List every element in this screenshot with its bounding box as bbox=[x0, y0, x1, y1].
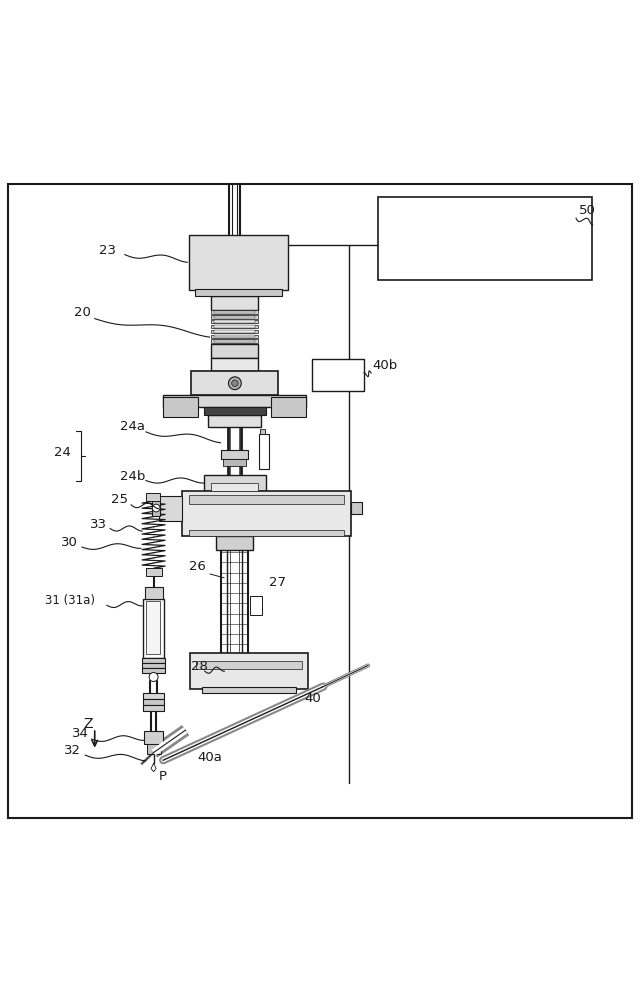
FancyBboxPatch shape bbox=[211, 345, 258, 359]
FancyBboxPatch shape bbox=[211, 483, 258, 491]
FancyBboxPatch shape bbox=[214, 312, 255, 314]
FancyBboxPatch shape bbox=[142, 668, 165, 673]
FancyBboxPatch shape bbox=[204, 476, 266, 491]
Circle shape bbox=[232, 381, 238, 387]
FancyBboxPatch shape bbox=[163, 396, 306, 407]
FancyBboxPatch shape bbox=[214, 326, 255, 328]
FancyBboxPatch shape bbox=[143, 700, 164, 705]
FancyBboxPatch shape bbox=[221, 450, 248, 460]
Text: 25: 25 bbox=[111, 492, 128, 506]
FancyBboxPatch shape bbox=[8, 185, 632, 818]
FancyBboxPatch shape bbox=[143, 693, 164, 700]
FancyBboxPatch shape bbox=[189, 495, 344, 505]
Text: 24a: 24a bbox=[120, 420, 145, 433]
FancyBboxPatch shape bbox=[211, 335, 258, 339]
FancyBboxPatch shape bbox=[211, 340, 258, 343]
FancyBboxPatch shape bbox=[216, 537, 253, 551]
FancyBboxPatch shape bbox=[189, 236, 288, 291]
Text: Z: Z bbox=[83, 716, 93, 730]
FancyBboxPatch shape bbox=[147, 744, 161, 754]
FancyBboxPatch shape bbox=[250, 596, 262, 615]
Text: 40: 40 bbox=[304, 691, 321, 704]
Text: 28: 28 bbox=[191, 659, 207, 672]
FancyBboxPatch shape bbox=[208, 415, 261, 428]
FancyBboxPatch shape bbox=[190, 654, 308, 689]
Text: 34: 34 bbox=[72, 726, 88, 739]
Text: 40b: 40b bbox=[372, 358, 397, 371]
FancyBboxPatch shape bbox=[259, 434, 269, 469]
FancyBboxPatch shape bbox=[163, 398, 198, 417]
Text: 27: 27 bbox=[269, 576, 286, 589]
FancyBboxPatch shape bbox=[271, 398, 306, 417]
Circle shape bbox=[228, 377, 241, 390]
FancyBboxPatch shape bbox=[146, 493, 160, 502]
FancyBboxPatch shape bbox=[144, 731, 163, 744]
FancyBboxPatch shape bbox=[223, 460, 246, 466]
FancyBboxPatch shape bbox=[211, 359, 258, 372]
Text: 50: 50 bbox=[579, 204, 596, 217]
FancyBboxPatch shape bbox=[214, 340, 255, 343]
FancyBboxPatch shape bbox=[312, 359, 364, 391]
FancyBboxPatch shape bbox=[211, 316, 258, 319]
FancyBboxPatch shape bbox=[211, 330, 258, 334]
Text: 24b: 24b bbox=[120, 469, 146, 482]
FancyBboxPatch shape bbox=[211, 311, 258, 314]
FancyBboxPatch shape bbox=[214, 321, 255, 324]
FancyBboxPatch shape bbox=[260, 430, 265, 434]
FancyBboxPatch shape bbox=[211, 297, 258, 311]
FancyBboxPatch shape bbox=[196, 661, 302, 669]
Circle shape bbox=[149, 673, 158, 682]
FancyBboxPatch shape bbox=[142, 663, 165, 668]
FancyBboxPatch shape bbox=[378, 198, 592, 281]
Text: 31 (31a): 31 (31a) bbox=[45, 594, 95, 607]
FancyBboxPatch shape bbox=[204, 407, 266, 415]
Text: 20: 20 bbox=[74, 306, 90, 319]
Text: 40a: 40a bbox=[197, 750, 222, 763]
Text: 30: 30 bbox=[61, 535, 77, 548]
FancyBboxPatch shape bbox=[191, 372, 278, 396]
FancyBboxPatch shape bbox=[152, 500, 160, 517]
Text: 33: 33 bbox=[90, 518, 107, 530]
FancyBboxPatch shape bbox=[146, 602, 160, 654]
FancyBboxPatch shape bbox=[146, 569, 162, 577]
Text: P: P bbox=[159, 769, 166, 782]
FancyBboxPatch shape bbox=[145, 588, 163, 600]
FancyBboxPatch shape bbox=[143, 600, 164, 658]
FancyBboxPatch shape bbox=[211, 321, 258, 324]
FancyBboxPatch shape bbox=[189, 531, 344, 537]
Circle shape bbox=[152, 505, 160, 513]
Text: 23: 23 bbox=[99, 244, 116, 257]
FancyBboxPatch shape bbox=[214, 336, 255, 338]
FancyBboxPatch shape bbox=[159, 496, 182, 522]
FancyBboxPatch shape bbox=[214, 316, 255, 319]
FancyBboxPatch shape bbox=[143, 705, 164, 711]
FancyBboxPatch shape bbox=[214, 331, 255, 333]
FancyBboxPatch shape bbox=[142, 658, 165, 663]
Text: 24: 24 bbox=[54, 445, 71, 458]
FancyBboxPatch shape bbox=[351, 503, 362, 515]
FancyBboxPatch shape bbox=[202, 687, 296, 693]
FancyBboxPatch shape bbox=[195, 289, 282, 297]
Text: 26: 26 bbox=[189, 560, 205, 573]
Text: 32: 32 bbox=[64, 743, 81, 756]
FancyBboxPatch shape bbox=[182, 491, 351, 537]
FancyBboxPatch shape bbox=[211, 326, 258, 329]
